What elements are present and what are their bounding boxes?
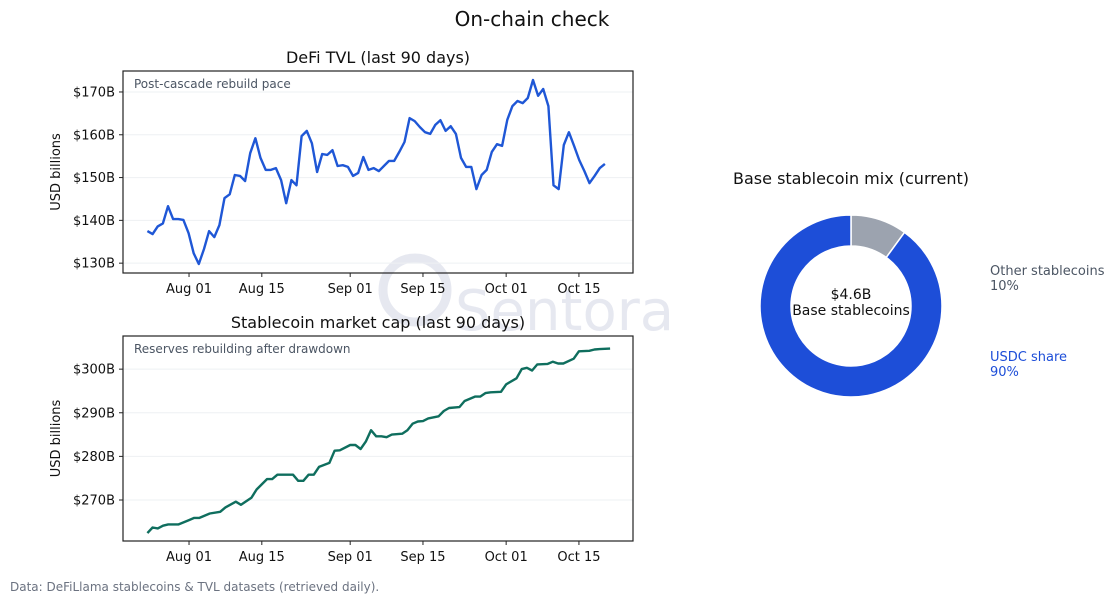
stable-annotation: Reserves rebuilding after drawdown (134, 342, 351, 356)
stable-xtick-label: Aug 01 (166, 550, 212, 565)
stable-title: Stablecoin market cap (last 90 days) (231, 313, 525, 332)
tvl-ytick-label: $130B (73, 257, 115, 272)
footer-source-note: Data: DeFiLlama stablecoins & TVL datase… (10, 580, 379, 594)
tvl-ylabel: USD billions (49, 133, 64, 211)
donut-center-label: Base stablecoins (792, 303, 910, 319)
donut-pct-usdc: 90% (990, 365, 1019, 380)
stable-ytick-label: $270B (73, 494, 115, 509)
watermark-logo-icon (378, 253, 452, 327)
stable-ylabel: USD billions (49, 399, 64, 477)
stable-xtick-label: Aug 15 (239, 550, 285, 565)
tvl-axes-frame (122, 70, 634, 274)
tvl-xtick-label: Sep 15 (400, 282, 445, 297)
stable-series-line (146, 347, 611, 534)
stable-ytick-label: $300B (73, 363, 115, 378)
stable-xtick-label: Oct 15 (557, 550, 600, 565)
tvl-ytick-label: $150B (73, 171, 115, 186)
tvl-xtick-label: Aug 15 (239, 282, 285, 297)
tvl-ytick-label: $160B (73, 128, 115, 143)
tvl-title: DeFi TVL (last 90 days) (286, 48, 470, 67)
tvl-xtick-label: Aug 01 (166, 282, 212, 297)
tvl-ytick-label: $170B (73, 85, 115, 100)
figure-title: On-chain check (455, 7, 610, 31)
stable-ytick-label: $280B (73, 450, 115, 465)
donut-center-value: $4.6B (831, 287, 872, 303)
watermark-text: Sentora (455, 279, 674, 344)
tvl-series-line (146, 78, 606, 266)
watermark: Sentora (378, 253, 674, 344)
stablecoin-chart: Stablecoin market cap (last 90 days) $270… (49, 313, 634, 565)
donut-label-usdc: USDC share (990, 350, 1067, 365)
donut-label-other: Other stablecoins (990, 264, 1105, 279)
tvl-xtick-label: Oct 01 (485, 282, 528, 297)
tvl-ytick-label: $140B (73, 214, 115, 229)
donut-slice-usdc (759, 214, 943, 398)
tvl-chart: DeFi TVL (last 90 days) $130B $140B $150B $1… (49, 48, 634, 297)
stable-xtick-label: Oct 01 (485, 550, 528, 565)
donut-pct-other: 10% (990, 279, 1019, 294)
tvl-xtick-label: Oct 15 (557, 282, 600, 297)
tvl-annotation: Post-cascade rebuild pace (134, 77, 291, 91)
donut-title: Base stablecoin mix (current) (733, 169, 969, 188)
stable-xtick-label: Sep 15 (400, 550, 445, 565)
stable-xtick-label: Sep 01 (328, 550, 373, 565)
stable-axes-frame (122, 335, 634, 542)
tvl-xtick-label: Sep 01 (328, 282, 373, 297)
stable-ytick-label: $290B (73, 406, 115, 421)
